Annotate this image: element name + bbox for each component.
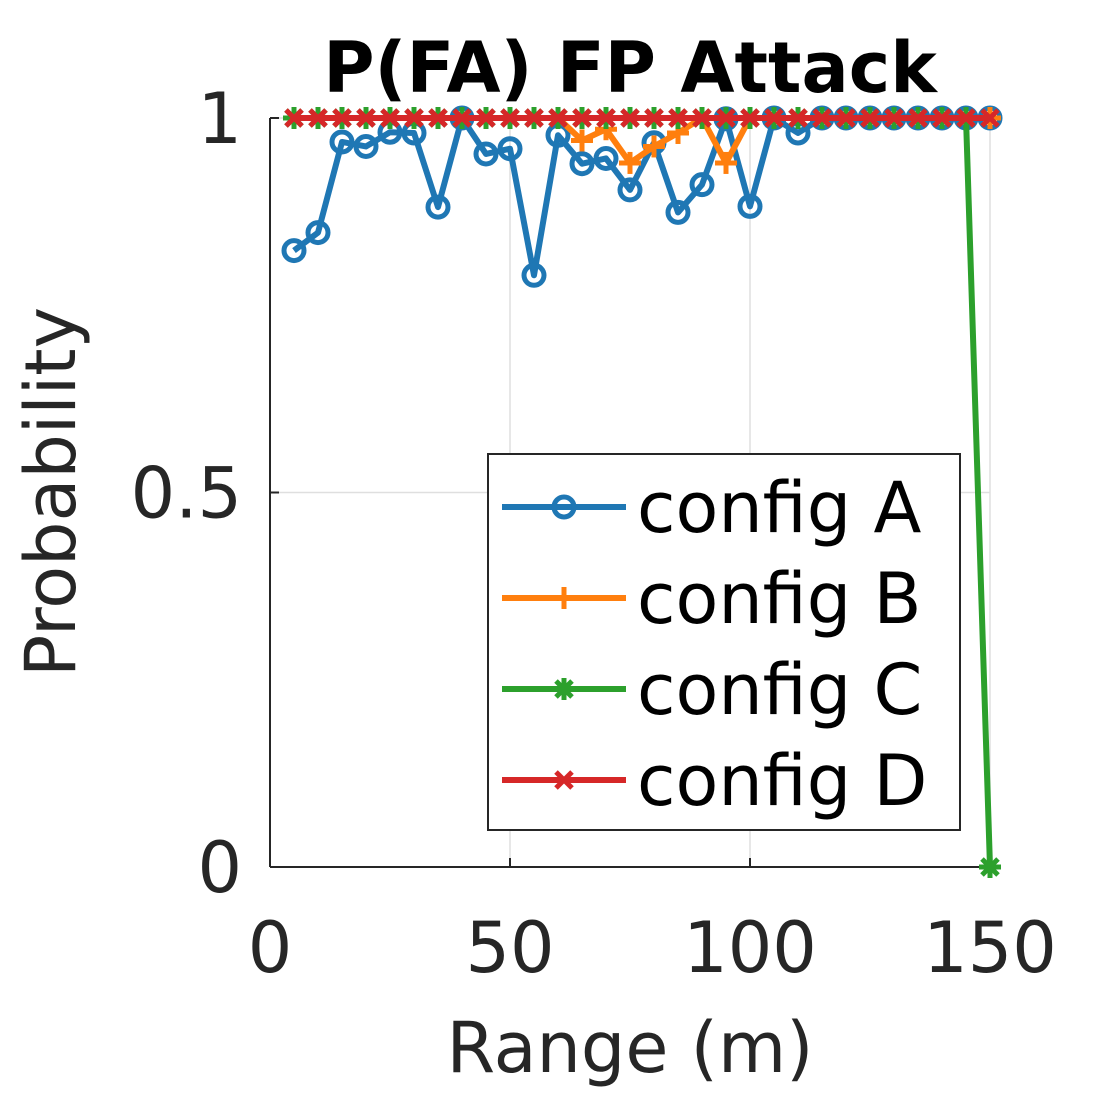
tick-labels: 0 50 100 150 0 0.5 1	[131, 78, 1057, 989]
data-point	[353, 133, 379, 159]
legend: config A config B config C config D	[487, 453, 961, 831]
data-point	[404, 108, 424, 128]
data-point	[812, 108, 832, 128]
data-point	[620, 108, 640, 128]
data-point	[425, 194, 451, 220]
data-point	[737, 193, 763, 219]
data-point	[836, 108, 856, 128]
x-tick-label: 100	[683, 907, 817, 989]
data-point	[644, 108, 664, 128]
data-point	[740, 108, 760, 128]
data-point	[476, 108, 496, 128]
data-point	[643, 135, 665, 158]
data-point	[764, 108, 784, 128]
data-point	[380, 108, 400, 128]
legend-label: config A	[637, 467, 921, 549]
legend-marker	[554, 770, 574, 790]
legend-label: config D	[637, 740, 927, 822]
data-point	[571, 129, 593, 152]
data-point	[284, 108, 304, 128]
y-tick-label: 0.5	[131, 453, 242, 535]
data-point	[668, 108, 688, 128]
x-tick-label: 150	[923, 907, 1057, 989]
data-point	[497, 136, 523, 162]
data-point	[956, 108, 976, 128]
data-point	[569, 151, 595, 177]
legend-item: config A	[502, 467, 921, 549]
data-point	[428, 108, 448, 128]
data-point	[884, 108, 904, 128]
data-point	[596, 108, 616, 128]
data-point	[473, 141, 499, 167]
data-point	[452, 108, 472, 128]
data-point	[500, 108, 520, 128]
legend-marker	[553, 678, 575, 700]
data-point	[332, 108, 352, 128]
data-point	[305, 220, 331, 246]
x-tick-label: 0	[248, 907, 293, 989]
legend-marker	[553, 587, 575, 609]
data-point	[329, 129, 355, 155]
data-point	[692, 108, 712, 128]
data-point	[617, 177, 643, 203]
legend-marker	[551, 494, 577, 520]
data-point	[715, 151, 737, 174]
x-tick-label: 50	[465, 907, 554, 989]
y-tick-label: 0	[197, 827, 242, 909]
y-tick-label: 1	[197, 78, 242, 160]
legend-item: config C	[502, 649, 922, 731]
y-axis-label: Probability	[10, 307, 92, 677]
data-point	[980, 108, 1000, 128]
data-point	[593, 145, 619, 171]
data-point	[524, 108, 544, 128]
data-point	[308, 108, 328, 128]
data-point	[521, 262, 547, 288]
legend-label: config C	[637, 649, 922, 731]
data-point	[860, 108, 880, 128]
data-point	[572, 108, 592, 128]
data-point	[665, 199, 691, 225]
data-point	[979, 856, 1001, 878]
data-point	[716, 108, 736, 128]
data-point	[356, 108, 376, 128]
data-point	[908, 108, 928, 128]
x-axis-label: Range (m)	[447, 1007, 814, 1089]
data-point	[619, 151, 641, 174]
legend-item: config D	[502, 740, 927, 822]
data-point	[689, 172, 715, 198]
data-point	[788, 108, 808, 128]
data-point	[281, 238, 307, 264]
series-layer	[281, 105, 1003, 878]
data-point	[932, 108, 952, 128]
legend-label: config B	[637, 558, 921, 640]
series-config-d	[284, 108, 1000, 128]
chart-title: P(FA) FP Attack	[323, 27, 938, 109]
data-point	[548, 108, 568, 128]
legend-item: config B	[502, 558, 921, 640]
